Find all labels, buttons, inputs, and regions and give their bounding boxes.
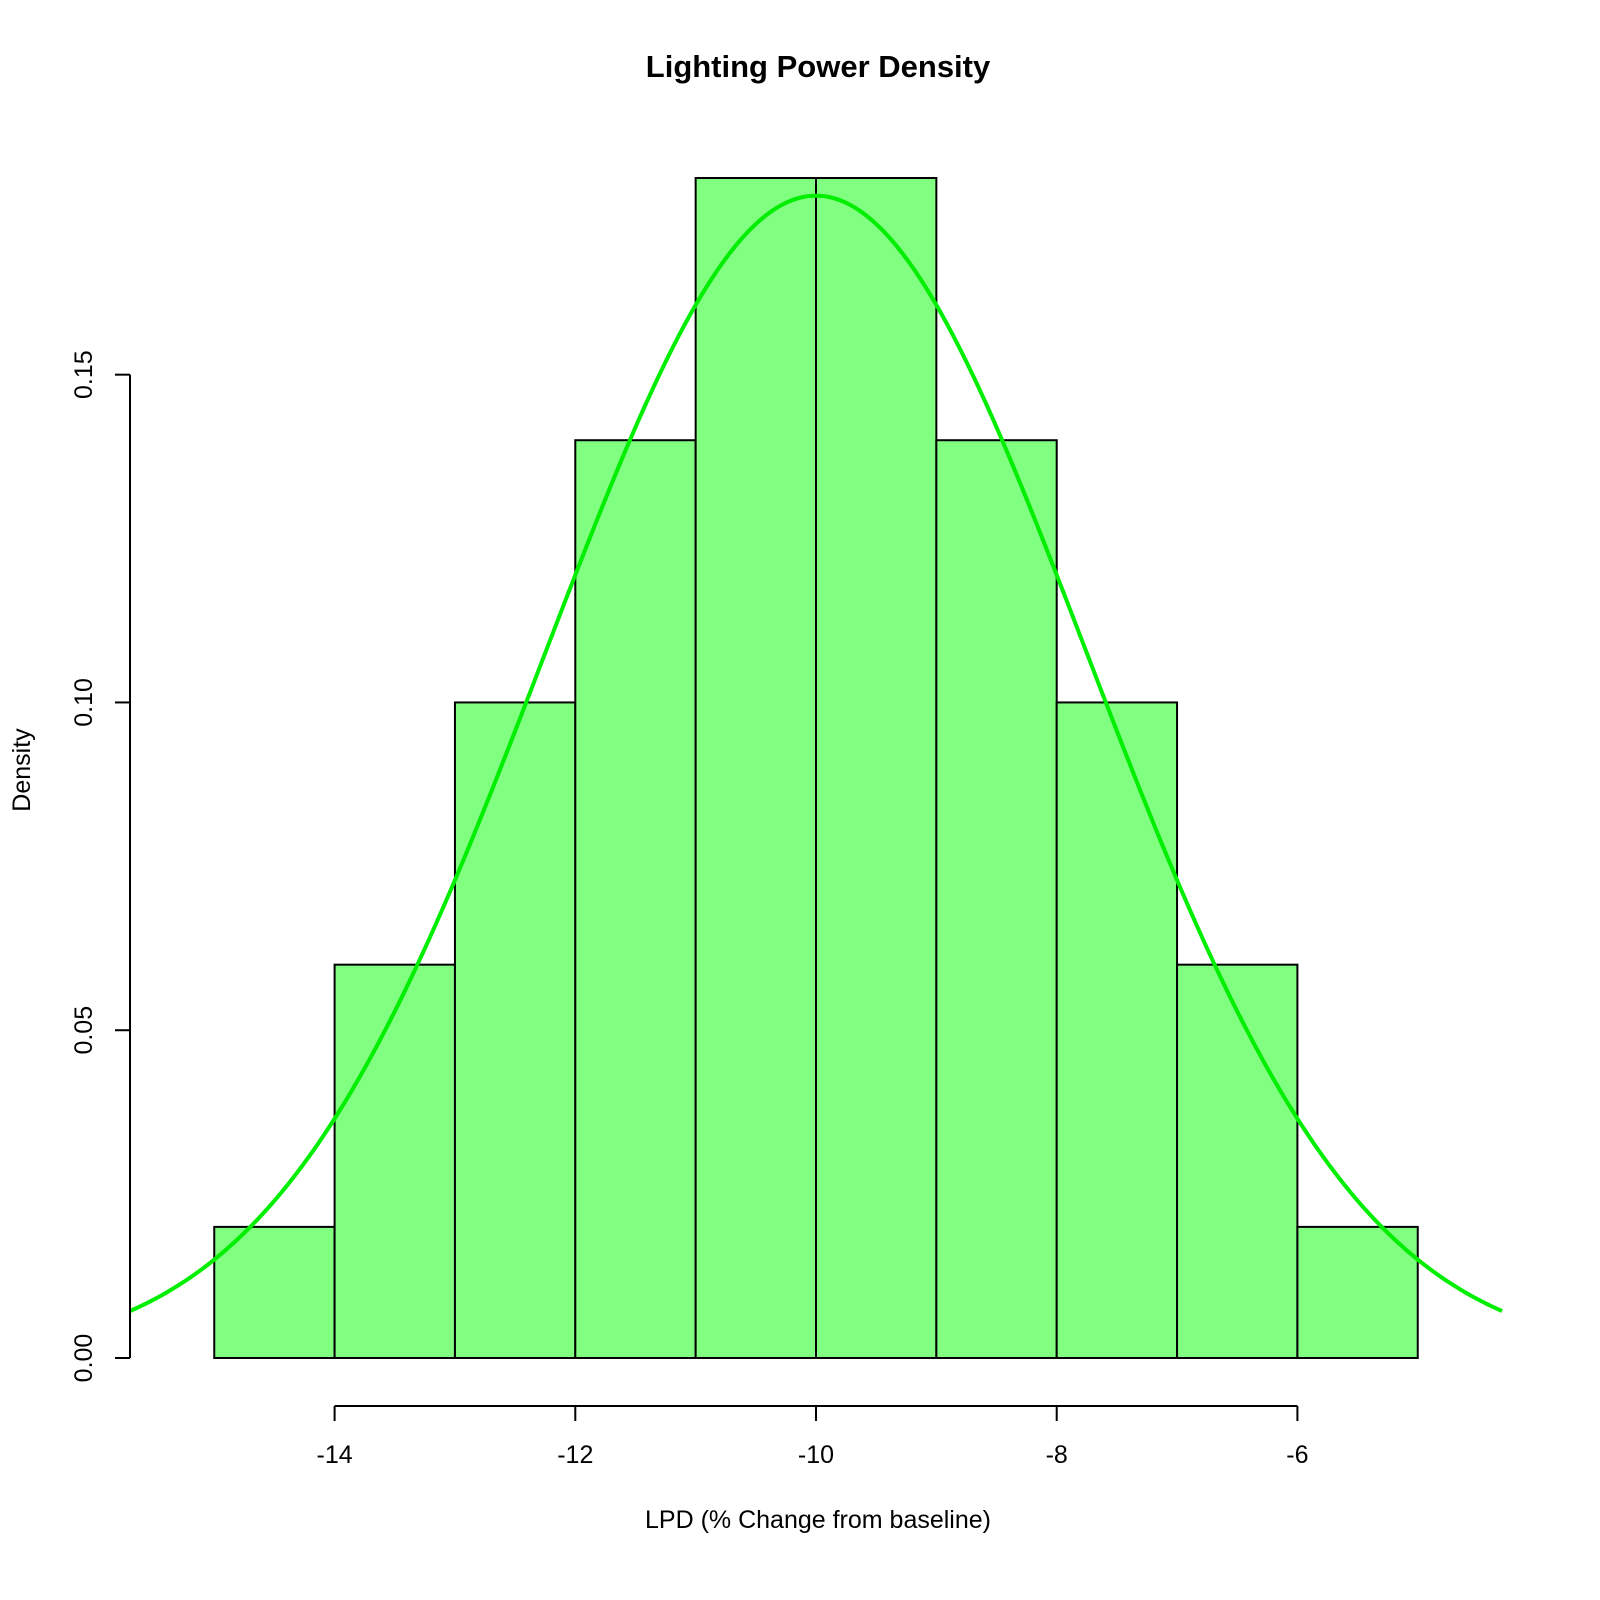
y-tick-label: 0.10	[70, 678, 98, 727]
y-axis-label: Density	[8, 728, 36, 812]
y-tick-label: 0.00	[70, 1334, 98, 1383]
density-curve	[129, 193, 1503, 1313]
x-tick-label: -6	[1286, 1441, 1308, 1469]
histogram-bar	[1296, 1225, 1419, 1360]
x-axis-label: LPD (% Change from baseline)	[645, 1506, 991, 1534]
histogram-bar	[935, 439, 1058, 1359]
histogram-bar	[694, 177, 817, 1359]
x-tick-label: -14	[317, 1441, 353, 1469]
x-tick-label: -12	[557, 1441, 593, 1469]
histogram-bar	[453, 701, 577, 1359]
histogram-bar	[1176, 963, 1299, 1360]
histogram-bar	[213, 1225, 336, 1360]
x-axis: -14 -12 -10 -8 -6	[317, 1405, 1309, 1469]
histogram-bar	[815, 177, 938, 1359]
y-tick-label: 0.15	[70, 350, 98, 399]
x-tick-label: -8	[1046, 1441, 1068, 1469]
chart-title: Lighting Power Density	[646, 49, 991, 84]
y-tick-label: 0.05	[70, 1006, 98, 1055]
histogram-bar	[333, 963, 456, 1360]
histogram-bar	[574, 439, 697, 1359]
x-tick-label: -10	[798, 1441, 834, 1469]
y-axis: 0.00 0.05 0.10 0.15	[70, 350, 131, 1383]
bars-group	[213, 177, 1419, 1360]
histogram-bar	[1055, 701, 1179, 1359]
